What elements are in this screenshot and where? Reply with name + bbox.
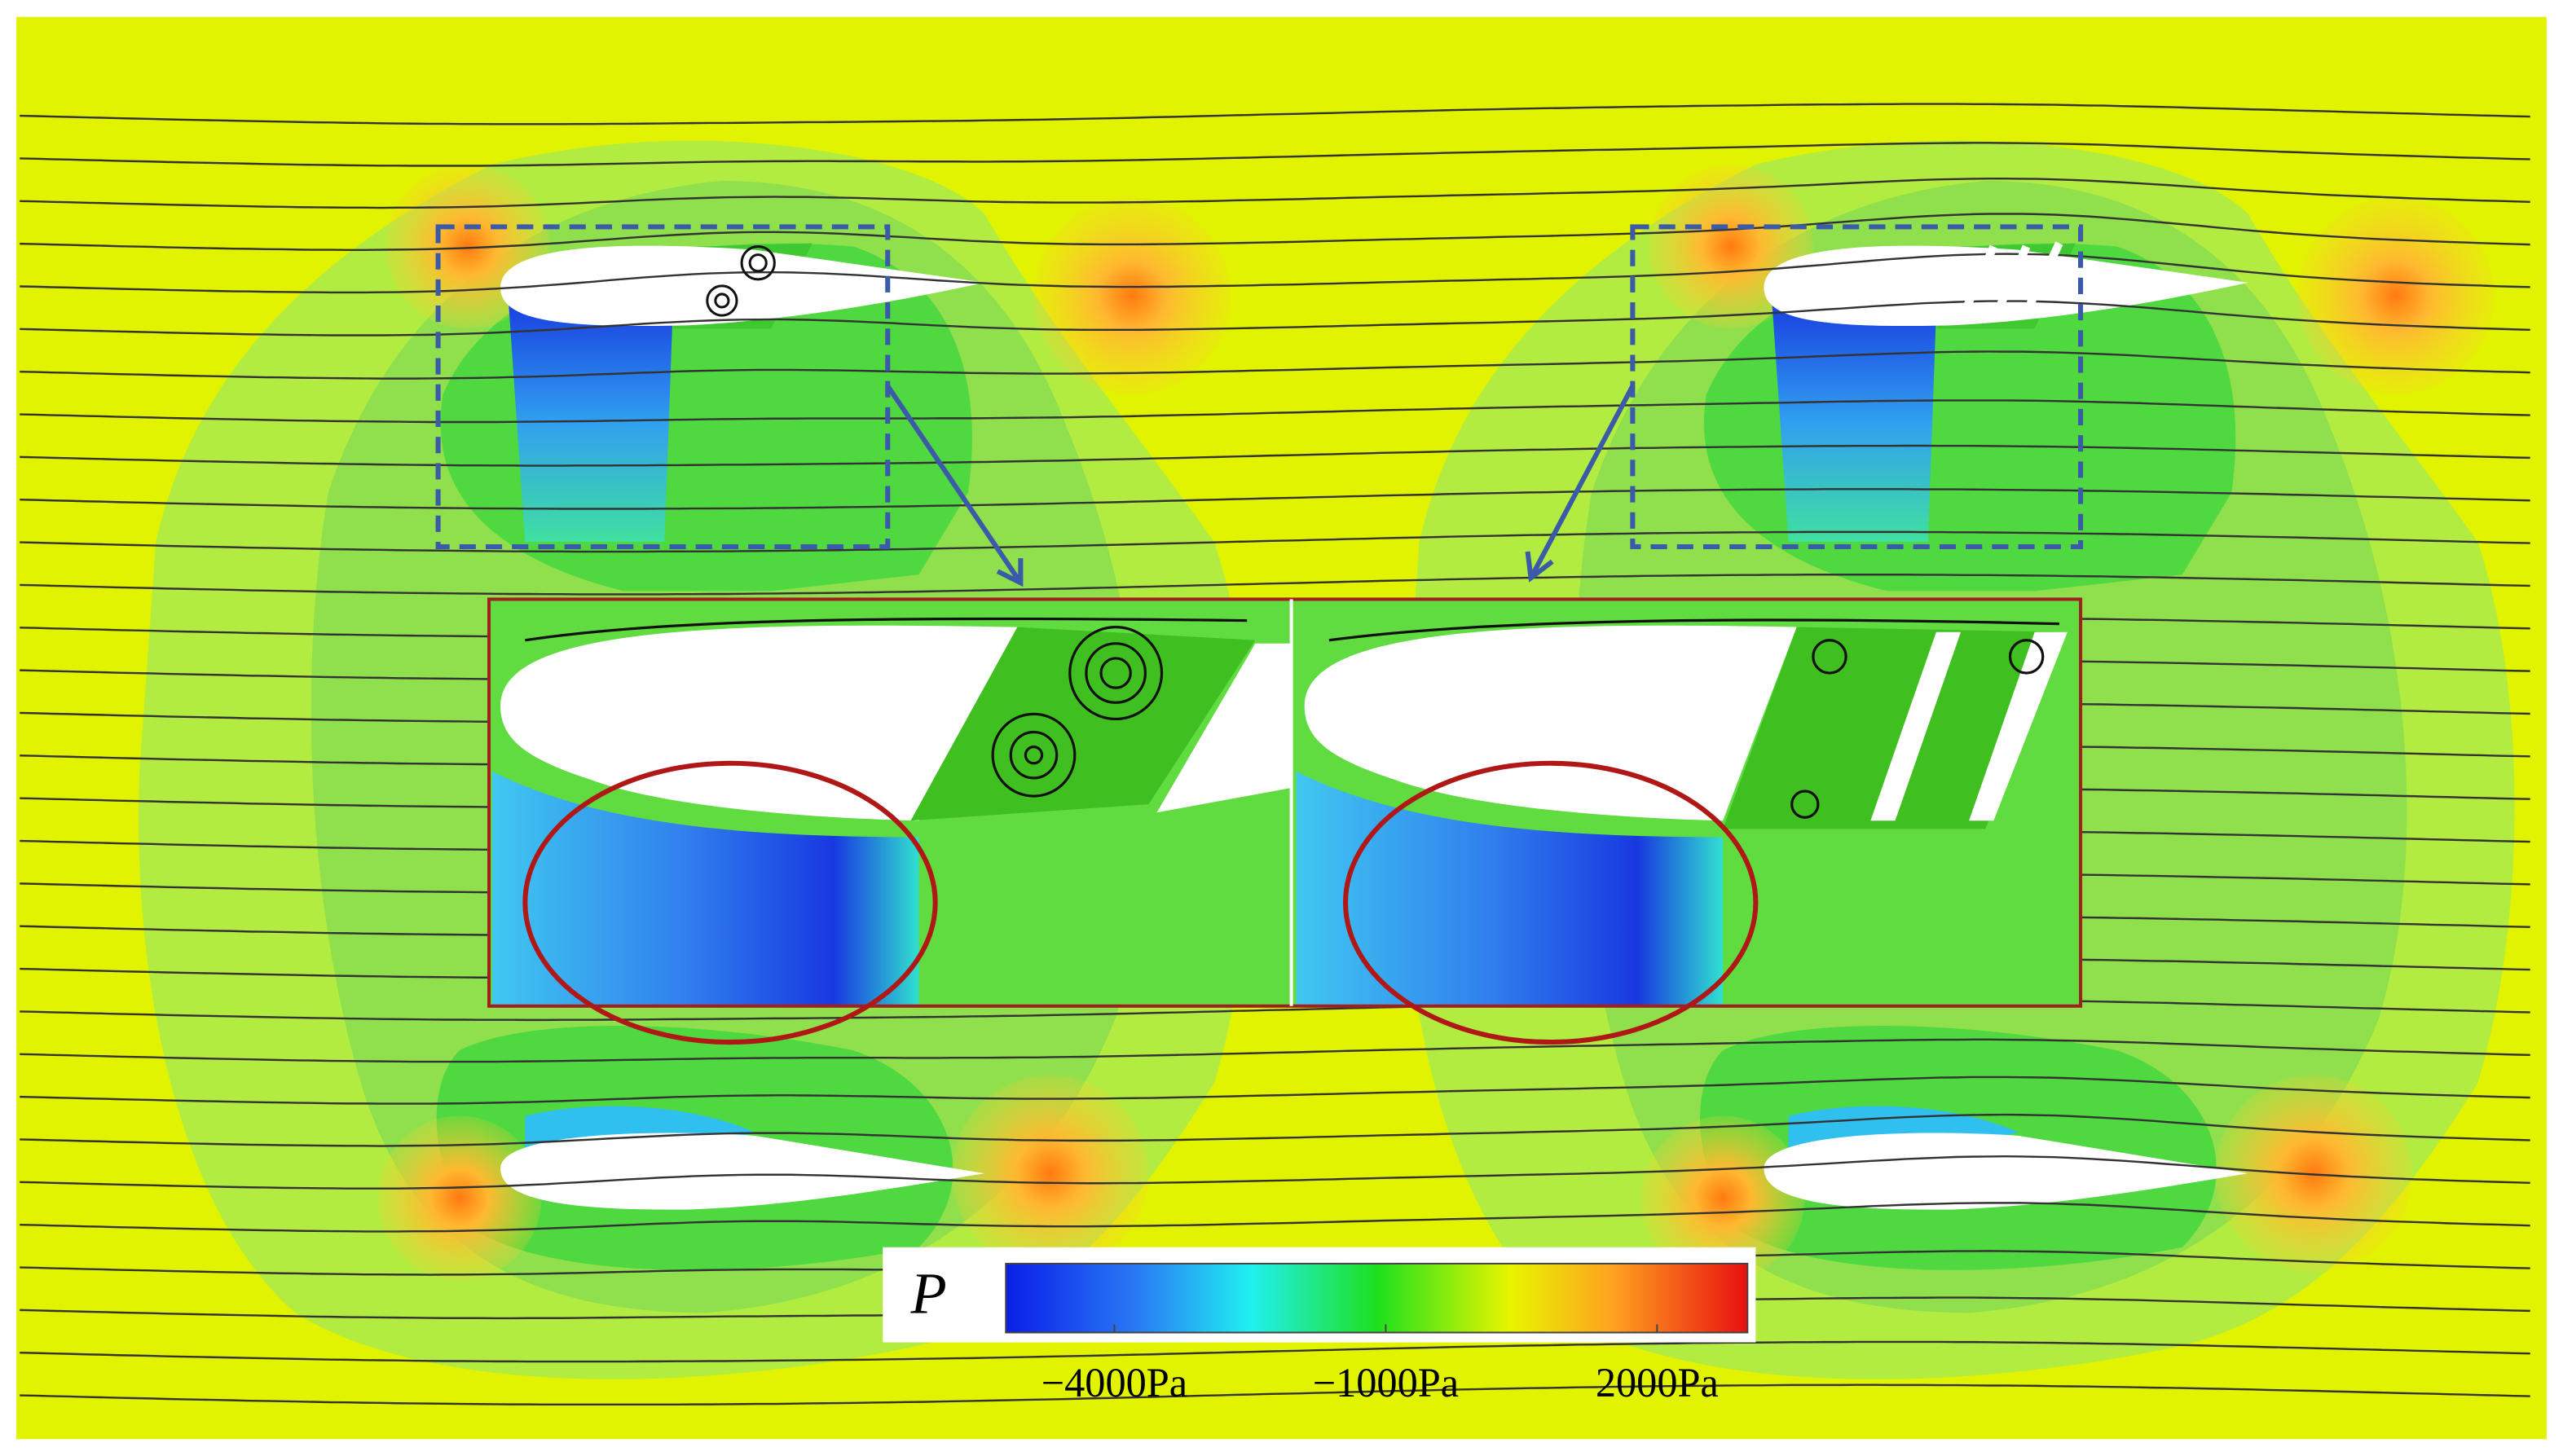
streamline [20,213,2530,251]
streamline [20,574,2530,596]
colorbar-gradient [1005,1262,1749,1334]
streamline [20,1383,2530,1406]
streamline [20,1038,2530,1063]
streamline [20,1076,2530,1105]
vortices [706,241,2063,323]
colorbar-tick-label: 2000Pa [1596,1360,1719,1405]
colorbar: P −4000Pa −1000Pa 2000Pa [883,1247,1756,1405]
streamline [20,103,2530,125]
colorbar-tick-label: −4000Pa [1041,1360,1187,1405]
streamline [20,1155,2530,1190]
streamline [20,142,2530,167]
colorbar-label: P [909,1260,946,1326]
inset [487,597,2083,1045]
streamline [20,1340,2530,1363]
streamline [20,488,2530,510]
streamline [20,350,2530,380]
streamline [20,530,2530,553]
streamline [20,1113,2530,1147]
colorbar-tick-label: −1000Pa [1313,1360,1459,1405]
streamline [20,177,2530,209]
streamline [20,998,2530,1022]
zoom-marks [435,224,2084,587]
streamline [20,1202,2530,1233]
